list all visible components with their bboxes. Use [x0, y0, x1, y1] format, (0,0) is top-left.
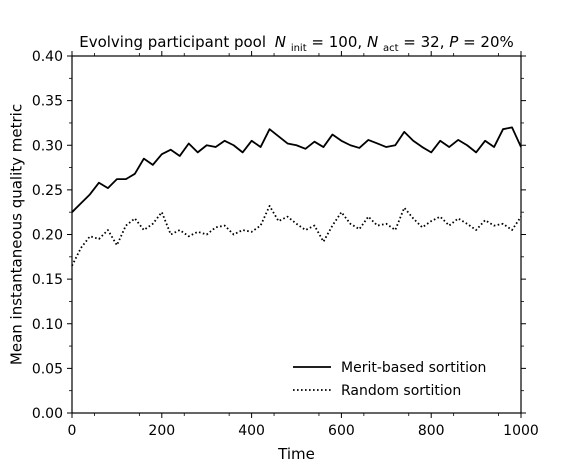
title-n-init-subscript: init	[291, 43, 307, 54]
x-tick-label: 800	[418, 423, 445, 439]
y-tick-label: 0.25	[32, 183, 63, 199]
x-tick-label: 200	[148, 423, 175, 439]
title-p-value: = 20%	[463, 33, 514, 51]
series-line-random	[71, 205, 522, 267]
legend: Merit-based sortition Random sortition	[293, 360, 486, 399]
title-n-act-symbol: N	[367, 33, 378, 51]
title-n-init-value: = 100,	[311, 33, 367, 51]
legend-label-random: Random sortition	[341, 383, 461, 399]
y-tick-label: 0.15	[32, 272, 63, 288]
title-p-symbol: P	[449, 33, 459, 51]
title-n-act-value: = 32,	[403, 33, 449, 51]
series-layer	[71, 126, 522, 267]
y-tick-label: 0.10	[32, 317, 63, 333]
x-tick-label: 1000	[503, 423, 539, 439]
y-tick-label: 0.05	[32, 361, 63, 377]
title-n-act-subscript: act	[383, 43, 399, 54]
y-axis-label: Mean instantaneous quality metric	[7, 104, 25, 365]
title-lead: Evolving participant pool	[79, 33, 266, 51]
chart-title: Evolving participant pool N init = 100, …	[79, 33, 514, 55]
y-tick-label: 0.20	[32, 228, 63, 244]
series-line-merit	[71, 126, 522, 213]
x-tick-label: 0	[68, 423, 77, 439]
ticks-layer: 0 200 400 600 800 1000 0.00 0.05 0.10 0.15 0.20 0.2…	[32, 49, 539, 439]
y-tick-label: 0.40	[32, 49, 63, 65]
title-n-init-symbol: N	[275, 33, 286, 51]
x-axis-label: Time	[277, 445, 315, 463]
legend-label-merit: Merit-based sortition	[341, 360, 486, 376]
y-tick-label: 0.35	[32, 94, 63, 110]
y-tick-label: 0.30	[32, 138, 63, 154]
x-tick-label: 600	[328, 423, 355, 439]
x-tick-label: 400	[238, 423, 265, 439]
y-tick-label: 0.00	[32, 406, 63, 422]
